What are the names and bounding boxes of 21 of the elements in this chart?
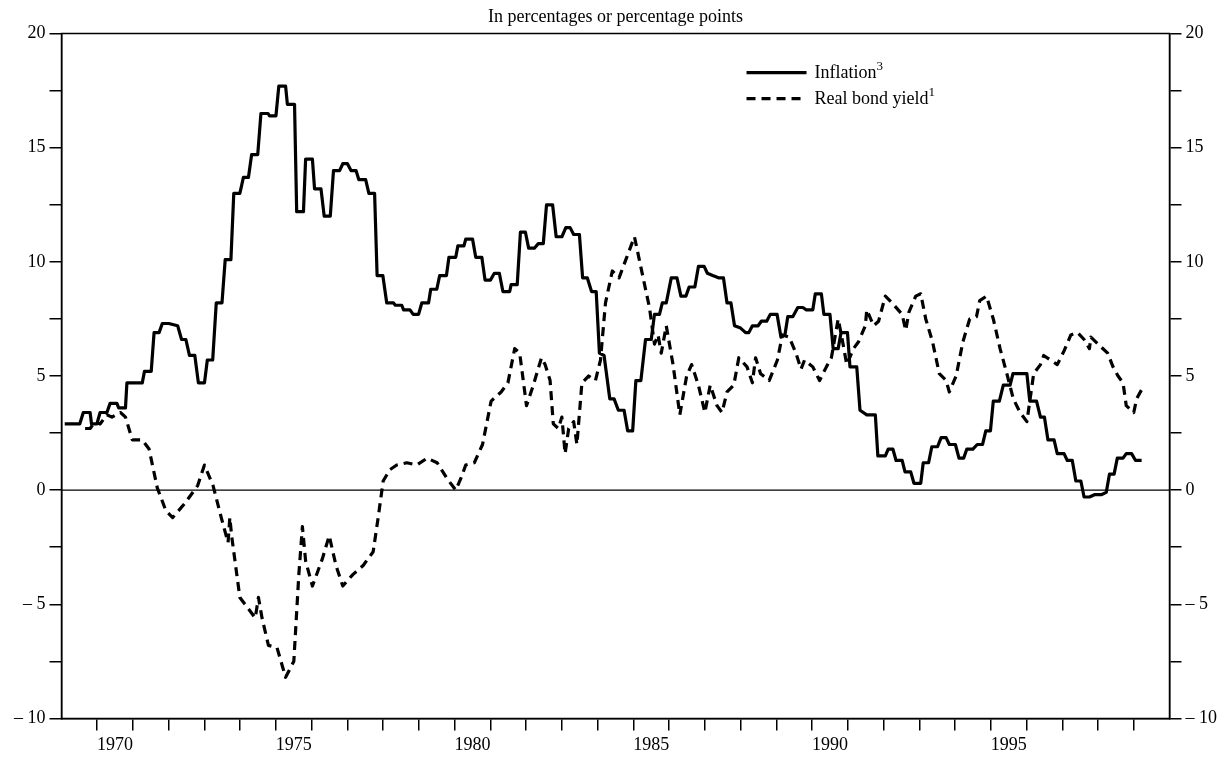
y2-tick-label: 20 — [1185, 22, 1204, 43]
x-tick-label: 1995 — [990, 733, 1027, 754]
x-tick-label: 1970 — [97, 733, 134, 754]
y-tick-label: 20 — [27, 22, 46, 43]
y2-tick-label: 5 — [1185, 364, 1195, 385]
y-tick-label: 0 — [36, 478, 46, 499]
y-tick-label: – 10 — [13, 707, 46, 728]
y2-tick-label: 10 — [1185, 250, 1204, 271]
y-tick-label: 10 — [27, 250, 46, 271]
y2-tick-label: 0 — [1185, 478, 1195, 499]
y-tick-label: 15 — [27, 136, 46, 157]
x-tick-label: 1985 — [633, 733, 670, 754]
x-tick-label: 1975 — [275, 733, 312, 754]
y-tick-label: 5 — [36, 364, 46, 385]
chart-title: In percentages or percentage points — [488, 5, 743, 26]
x-tick-label: 1990 — [811, 733, 848, 754]
y2-tick-label: – 10 — [1184, 707, 1217, 728]
y-tick-label: – 5 — [22, 593, 46, 613]
y2-tick-label: – 5 — [1184, 593, 1208, 613]
y2-tick-label: 15 — [1185, 136, 1204, 157]
x-tick-label: 1980 — [454, 733, 491, 754]
